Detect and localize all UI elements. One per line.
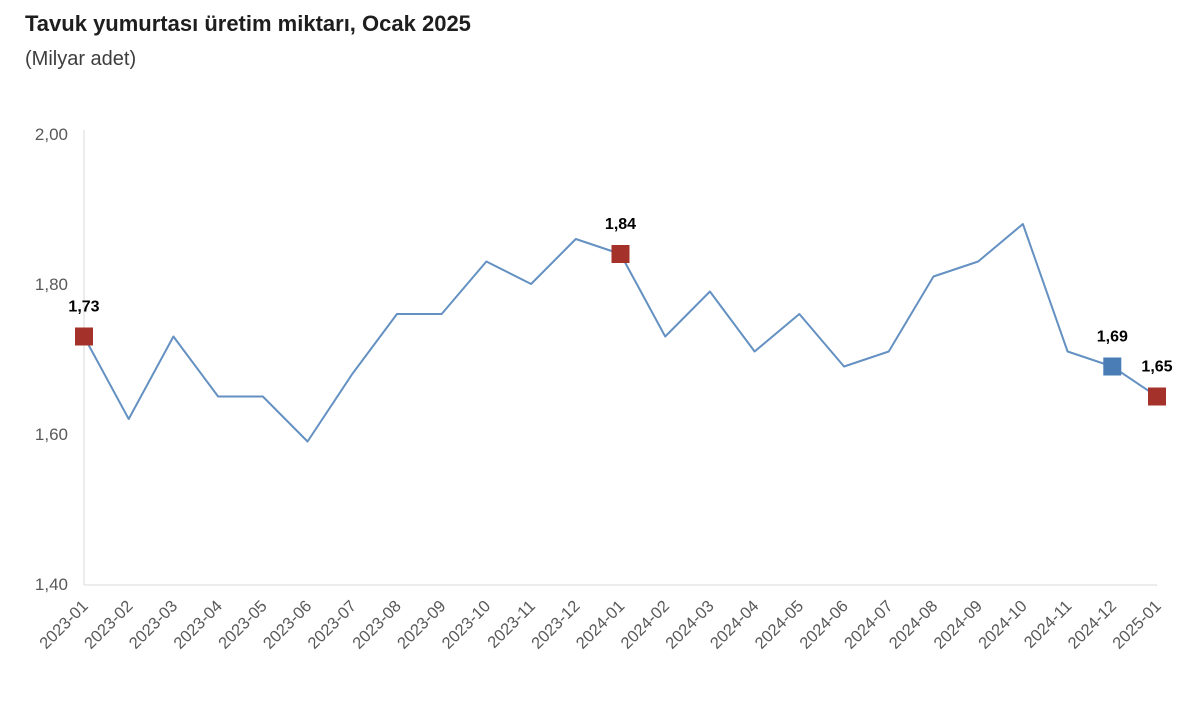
chart-title: Tavuk yumurtası üretim miktarı, Ocak 202… xyxy=(25,11,471,36)
x-tick-label: 2024-04 xyxy=(707,597,763,653)
x-tick-label: 2024-03 xyxy=(662,597,718,653)
x-tick-label: 2023-08 xyxy=(349,597,405,653)
x-tick-label: 2023-03 xyxy=(126,597,182,653)
x-tick-label: 2024-08 xyxy=(886,597,942,653)
chart-subtitle: (Milyar adet) xyxy=(25,48,137,70)
x-tick-label: 2023-06 xyxy=(260,597,316,653)
point-value-label: 1,69 xyxy=(1097,329,1128,346)
point-value-label: 1,73 xyxy=(68,299,99,316)
x-tick-label: 2023-01 xyxy=(36,597,92,653)
x-tick-label: 2023-10 xyxy=(439,597,495,653)
y-tick-label: 1,40 xyxy=(35,575,68,594)
highlight-marker xyxy=(1148,387,1166,406)
x-tick-label: 2024-07 xyxy=(841,597,897,653)
x-tick-label: 2024-06 xyxy=(796,597,852,653)
point-value-label: 1,84 xyxy=(605,216,636,233)
x-tick-label: 2024-10 xyxy=(975,597,1031,653)
x-tick-label: 2023-04 xyxy=(170,597,226,653)
x-tick-label: 2024-01 xyxy=(573,597,629,653)
x-tick-label: 2023-12 xyxy=(528,597,584,653)
highlight-marker xyxy=(1103,357,1122,376)
x-tick-label: 2024-05 xyxy=(752,597,808,653)
x-tick-label: 2023-07 xyxy=(305,597,361,653)
x-tick-label: 2024-02 xyxy=(617,597,673,653)
x-tick-label: 2023-02 xyxy=(81,597,137,653)
highlight-marker xyxy=(75,327,93,346)
x-tick-label: 2024-09 xyxy=(930,597,986,653)
y-tick-label: 1,80 xyxy=(35,275,68,294)
x-tick-label: 2024-12 xyxy=(1065,597,1121,653)
y-tick-label: 1,60 xyxy=(35,425,68,444)
point-value-label: 1,65 xyxy=(1141,359,1172,376)
y-tick-label: 2,00 xyxy=(35,125,68,144)
x-tick-label: 2025-01 xyxy=(1109,597,1165,653)
x-tick-label: 2023-05 xyxy=(215,597,271,653)
x-tick-label: 2023-09 xyxy=(394,597,450,653)
highlight-marker xyxy=(611,245,630,263)
